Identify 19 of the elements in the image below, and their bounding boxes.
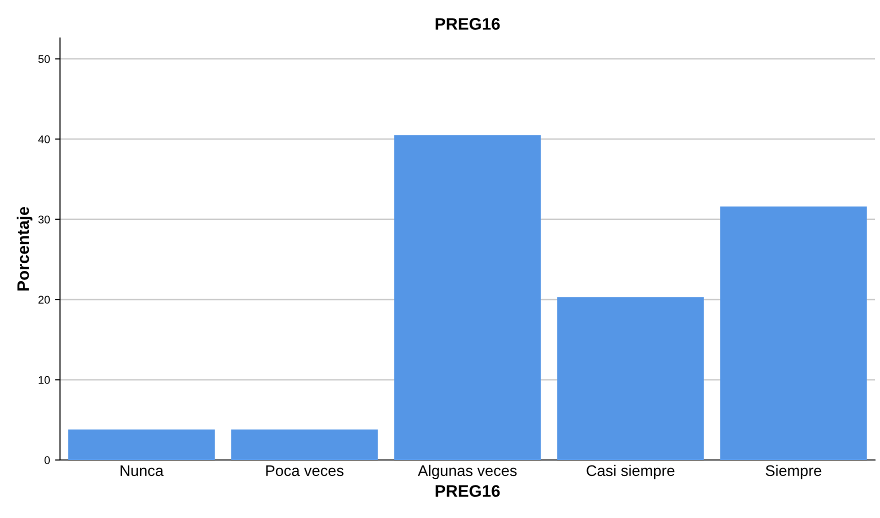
- chart-title: PREG16: [436, 18, 500, 30]
- bar: [68, 430, 215, 460]
- x-tick-label: Casi siempre: [586, 464, 674, 480]
- y-tick-label: 0: [44, 456, 50, 464]
- bar: [557, 297, 704, 460]
- x-tick-label: Nunca: [120, 465, 164, 476]
- x-tick-label: Algunas veces: [418, 464, 517, 480]
- x-tick-label: Poca veces: [266, 465, 344, 476]
- y-tick-label: 40: [38, 135, 50, 144]
- bar: [394, 135, 541, 460]
- y-tick-label: 20: [38, 296, 50, 304]
- x-tick-label: Siempre: [766, 464, 822, 480]
- y-tick-label: 50: [38, 55, 50, 63]
- x-axis-title: PREG16: [436, 485, 500, 497]
- bar: [231, 430, 378, 460]
- y-tick-label: 30: [38, 216, 50, 224]
- y-tick-label: 10: [38, 376, 50, 384]
- y-axis-title: Porcentaje: [16, 206, 32, 290]
- bar: [720, 206, 867, 460]
